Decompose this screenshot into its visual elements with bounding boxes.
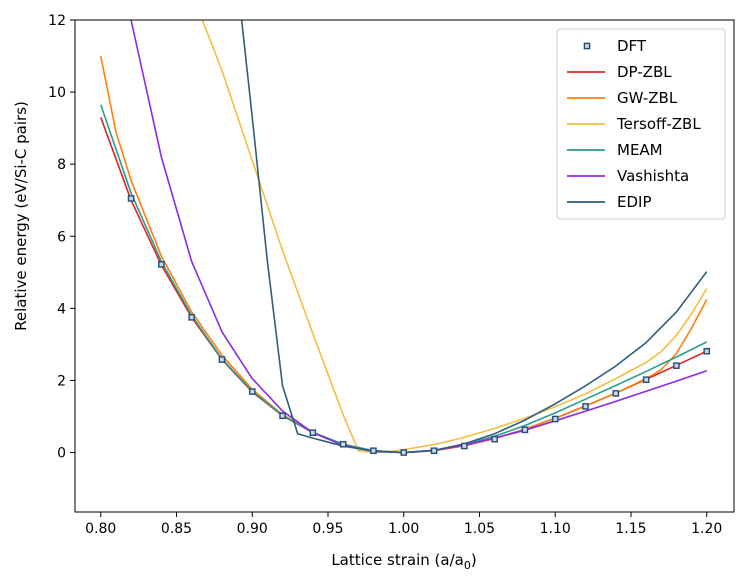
y-axis: 0 2 4 6 8 10 12 (48, 13, 75, 462)
y-tick-label: 0 (57, 446, 66, 462)
x-axis-label: Lattice strain (a/a0) (331, 551, 476, 572)
y-tick-label: 10 (48, 85, 66, 101)
dft-point (521, 426, 529, 434)
legend-label-meam: MEAM (617, 141, 663, 159)
y-tick-label: 8 (57, 157, 66, 173)
x-tick-label: 0.95 (312, 521, 343, 537)
series-line-tersoff-zbl (201, 20, 708, 454)
legend-label-tersoff-zbl: Tersoff-ZBL (616, 115, 701, 133)
dft-point (491, 435, 498, 443)
legend-label-edip: EDIP (617, 193, 652, 211)
x-tick-label: 1.10 (540, 521, 571, 537)
legend: DFT DP-ZBL GW-ZBL Tersoff-ZBL MEAM Vashishta E… (556, 28, 726, 220)
x-tick-label: 1.00 (388, 521, 419, 537)
series-layer (99, 20, 711, 456)
x-tick-label: 0.80 (85, 521, 116, 537)
dft-point (309, 429, 317, 437)
legend-marker-dft (583, 42, 591, 50)
dft-point (642, 376, 650, 384)
legend-label-dft: DFT (617, 37, 647, 55)
dft-point (703, 347, 711, 355)
dft-point (673, 362, 680, 369)
y-axis-label: Relative energy (eV/Si-C pairs) (12, 101, 30, 331)
y-tick-label: 12 (48, 13, 66, 29)
x-tick-label: 1.15 (615, 521, 646, 537)
dft-point (370, 447, 377, 455)
y-tick-label: 6 (57, 229, 66, 245)
dft-point (582, 403, 589, 410)
dft-point (279, 412, 286, 420)
legend-label-dp-zbl: DP-ZBL (617, 63, 672, 81)
dft-point (612, 390, 620, 397)
dft-point (400, 449, 408, 456)
dft-point (551, 415, 559, 423)
x-axis: 0.80 0.85 0.90 0.95 1.00 1.05 1.10 1.15 1.20 (85, 512, 722, 537)
dft-point (188, 314, 195, 321)
x-tick-label: 0.90 (237, 521, 268, 537)
legend-box (556, 28, 726, 220)
x-tick-label: 1.20 (691, 521, 722, 537)
dft-point (218, 356, 226, 363)
dft-point (339, 440, 347, 448)
dft-point (248, 388, 256, 395)
plot-frame (74, 19, 735, 513)
dft-point (461, 442, 468, 450)
x-tick-label: 1.05 (464, 521, 495, 537)
legend-label-vashishta: Vashishta (617, 167, 689, 185)
y-tick-label: 2 (57, 373, 66, 389)
dft-point (158, 261, 165, 268)
dft-point (430, 447, 438, 455)
legend-label-gw-zbl: GW-ZBL (617, 89, 678, 107)
dft-point (127, 195, 135, 202)
x-tick-label: 0.85 (161, 521, 192, 537)
y-tick-label: 4 (57, 301, 66, 317)
